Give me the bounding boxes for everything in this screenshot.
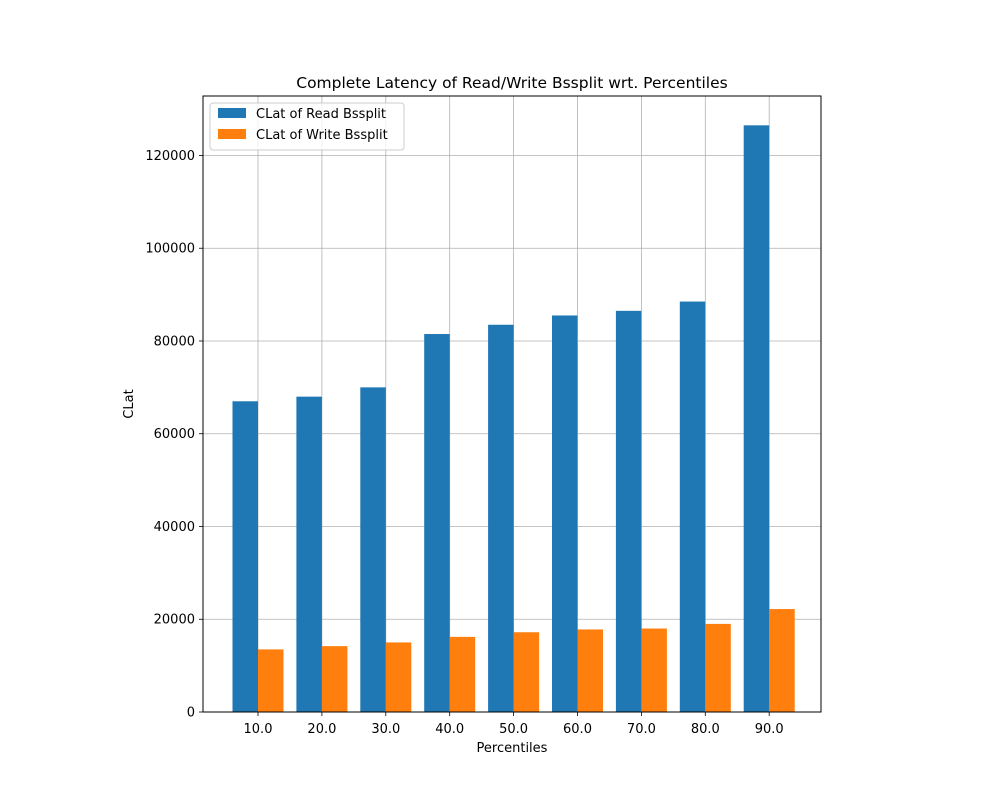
bar-write-30.0 [385, 642, 412, 712]
legend: CLat of Read Bssplit CLat of Write Bsspl… [209, 102, 405, 151]
x-tick-label: 20.0 [307, 722, 336, 737]
y-tick-label: 80000 [154, 334, 195, 349]
chart-title: Complete Latency of Read/Write Bssplit w… [296, 74, 727, 92]
legend-box [209, 102, 405, 151]
bar-write-60.0 [577, 629, 603, 712]
y-axis-label: CLat [122, 389, 137, 418]
bar-write-20.0 [321, 646, 348, 712]
x-tick-label: 60.0 [563, 722, 592, 737]
x-tick-label: 30.0 [371, 722, 400, 737]
x-tick-label: 50.0 [499, 722, 528, 737]
y-tick-label: 40000 [154, 520, 195, 535]
x-tick-label: 10.0 [244, 722, 273, 737]
bar-write-10.0 [258, 649, 284, 712]
legend-swatch-read [218, 108, 246, 118]
y-tick-label: 0 [187, 706, 195, 721]
bar-write-40.0 [449, 636, 476, 712]
y-tick-label: 60000 [154, 427, 195, 442]
bar-read-30.0 [360, 387, 386, 712]
bar-read-10.0 [232, 401, 258, 712]
bar-read-40.0 [424, 334, 450, 712]
bar-read-80.0 [679, 301, 706, 712]
bar-write-90.0 [769, 609, 795, 712]
bar-read-50.0 [488, 324, 514, 712]
y-tick-label: 120000 [145, 149, 195, 164]
x-tick-label: 80.0 [691, 722, 720, 737]
y-ticks: 0 20000 40000 60000 80000 100000 120000 [145, 149, 203, 721]
legend-label-write: CLat of Write Bssplit [256, 128, 388, 143]
y-tick-label: 20000 [154, 613, 195, 628]
bars [232, 125, 795, 713]
legend-label-read: CLat of Read Bssplit [256, 107, 386, 122]
bar-read-60.0 [552, 315, 578, 712]
x-tick-label: 90.0 [755, 722, 784, 737]
legend-swatch-write [218, 129, 246, 139]
plot-frame [202, 95, 822, 713]
bar-read-70.0 [615, 310, 642, 712]
bar-write-80.0 [705, 623, 731, 712]
bar-read-90.0 [743, 125, 770, 713]
bar-read-20.0 [296, 396, 322, 712]
bar-write-50.0 [513, 632, 540, 712]
x-axis-label: Percentiles [477, 741, 548, 756]
bar-write-70.0 [641, 628, 667, 712]
x-ticks: 10.0 20.0 30.0 40.0 50.0 60.0 70.0 80.0 90.0 [244, 712, 784, 737]
y-tick-label: 100000 [145, 242, 195, 257]
x-tick-label: 40.0 [435, 722, 464, 737]
x-tick-label: 70.0 [627, 722, 656, 737]
